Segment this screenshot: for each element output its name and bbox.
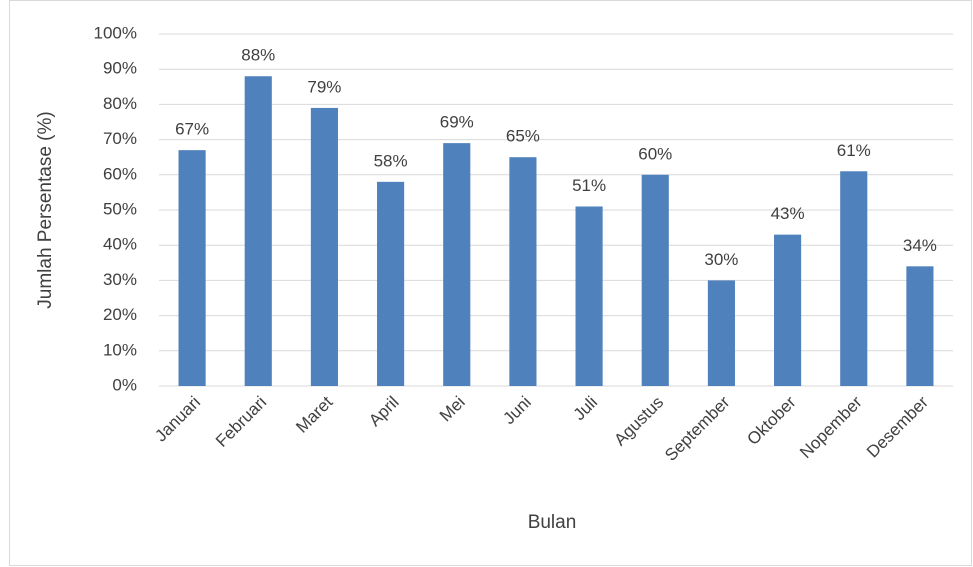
data-label: 60% [638, 144, 672, 163]
data-label: 34% [903, 236, 937, 255]
y-tick-label: 100% [94, 23, 137, 42]
bar [443, 143, 471, 386]
bar [178, 150, 206, 386]
y-tick-label: 60% [103, 164, 137, 183]
bar [840, 171, 868, 386]
data-label: 58% [374, 151, 408, 170]
data-label: 67% [175, 120, 209, 139]
data-label: 30% [704, 250, 738, 269]
y-axis-title: Jumlah Persentase (%) [35, 111, 56, 308]
bar [509, 157, 537, 386]
y-tick-label: 90% [103, 59, 137, 78]
bar [906, 266, 934, 386]
bar [575, 206, 603, 386]
data-label: 88% [241, 46, 275, 65]
x-axis-title: Bulan [528, 512, 577, 533]
chart-border [9, 0, 972, 566]
bar [310, 107, 338, 387]
data-label: 51% [572, 176, 606, 195]
data-label: 69% [440, 113, 474, 132]
data-label: 65% [506, 127, 540, 146]
y-tick-label: 70% [103, 129, 137, 148]
y-tick-label: 30% [103, 270, 137, 289]
bar [377, 181, 405, 386]
data-label: 61% [837, 141, 871, 160]
y-tick-label: 40% [103, 235, 137, 254]
bar [774, 234, 802, 386]
y-tick-label: 10% [103, 340, 137, 359]
y-tick-label: 50% [103, 199, 137, 218]
y-tick-label: 80% [103, 94, 137, 113]
y-tick-label: 20% [103, 305, 137, 324]
data-label: 43% [771, 204, 805, 223]
y-tick-label: 0% [112, 375, 137, 394]
data-label: 79% [307, 77, 341, 96]
bar [641, 174, 669, 386]
bar [244, 76, 272, 387]
bar [707, 280, 735, 386]
